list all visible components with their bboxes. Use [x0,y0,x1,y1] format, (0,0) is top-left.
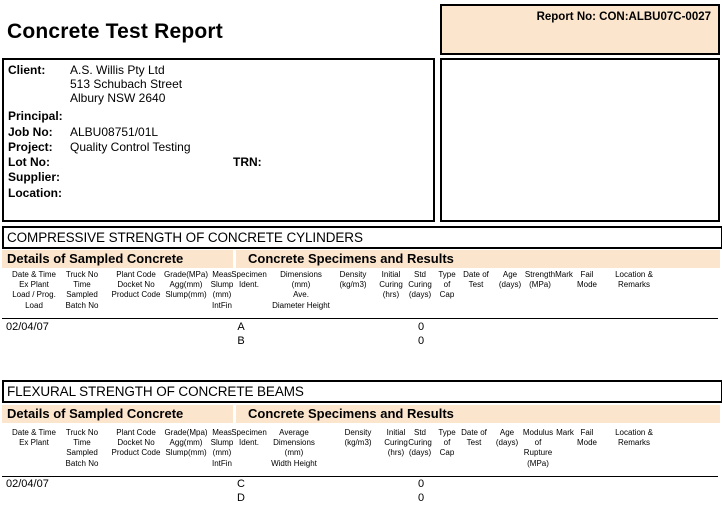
trn-label: TRN: [233,155,262,169]
col-header-specimen: Specimen Ident. [231,428,267,448]
cell-std-curing: 0 [417,492,425,504]
col-header-std-curing: Std Curing (days) [408,270,432,300]
col-header-plant-code: Plant Code Docket No Product Code [111,270,161,300]
cell-std-curing: 0 [417,321,425,333]
section-title-cylinders: COMPRESSIVE STRENGTH OF CONCRETE CYLINDE… [2,226,722,249]
col-header-meas-slump: Meas Slump (mm) IntFin [210,270,234,310]
beam-column-headers: Date & Time Ex Plant Truck No Time Sampl… [0,428,722,476]
col-header-date-time: Date & Time Ex Plant [11,428,56,448]
col-header-mark: Mark [555,270,573,279]
cell-date: 02/04/07 [6,478,49,490]
client-street: 513 Schubach Street [70,77,183,91]
col-header-age: Age (days) [498,270,522,290]
job-no-label: Job No: [8,125,53,139]
cell-specimen: D [237,492,245,504]
client-city: Albury NSW 2640 [70,91,166,105]
cell-specimen: B [237,335,245,347]
col-header-type-of-cap: Type of Cap [438,270,456,300]
col-header-density: Density (kg/m3) [339,270,367,290]
client-info-box [2,58,435,222]
cell-std-curing: 0 [417,335,425,347]
supplier-label: Supplier: [8,170,61,184]
col-header-type-of-cap: Type of Cap [438,428,456,458]
col-header-truck-no: Truck No Time Sampled Batch No [65,428,99,468]
col-header-location: Location & Remarks [615,428,653,448]
col-header-date-of-test: Date of Test [463,270,489,290]
cyl-header-rule [2,318,718,319]
job-no-value: ALBU08751/01L [70,125,159,139]
cyl-results-header: Concrete Specimens and Results [236,250,720,268]
beam-details-header: Details of Sampled Concrete [2,405,233,423]
cell-date: 02/04/07 [6,321,49,333]
location-label: Location: [8,186,62,200]
col-header-modulus: Modulus of Rupture (MPa) [522,428,554,468]
col-header-density: Density (kg/m3) [344,428,372,448]
cell-specimen: C [237,478,245,490]
client-label: Client: [8,63,46,77]
col-header-mark: Mark [556,428,574,437]
col-header-age: Age (days) [495,428,519,448]
cell-std-curing: 0 [417,478,425,490]
col-header-avg-dimensions: Average Dimensions (mm) Width Height [271,428,317,468]
cell-specimen: A [237,321,245,333]
cyl-column-headers: Date & Time Ex Plant Load / Prog. Load T… [0,270,722,318]
col-header-location: Location & Remarks [615,270,653,290]
col-header-grade: Grade(MPa) Agg(mm) Slump(mm) [163,270,208,300]
project-value: Quality Control Testing [70,140,191,154]
col-header-truck-no: Truck No Time Sampled Batch No [65,270,99,310]
col-header-fail-mode: Fail Mode [576,428,597,448]
beam-header-rule [2,476,718,477]
col-header-initial-curing: Initial Curing (hrs) [379,270,403,300]
principal-label: Principal: [8,109,63,123]
page-title: Concrete Test Report [7,20,223,43]
cyl-details-header: Details of Sampled Concrete [2,250,233,268]
col-header-specimen: Specimen Ident. [231,270,267,290]
col-header-meas-slump: Meas Slump (mm) IntFin [210,428,234,468]
col-header-date-time: Date & Time Ex Plant Load / Prog. Load [11,270,56,310]
col-header-dimensions: Dimensions (mm) Ave. Diameter Height [272,270,330,310]
col-header-strength: Strength (MPa) [524,270,556,290]
project-label: Project: [8,140,53,154]
col-header-date-of-test: Date of Test [461,428,487,448]
col-header-initial-curing: Initial Curing (hrs) [384,428,408,458]
beam-results-header: Concrete Specimens and Results [236,405,720,423]
lot-no-label: Lot No: [8,155,50,169]
section-title-beams: FLEXURAL STRENGTH OF CONCRETE BEAMS [2,380,722,403]
report-no-box: Report No: CON:ALBU07C-0027 [440,4,720,55]
col-header-grade: Grade(Mpa) Agg(mm) Slump(mm) [164,428,208,458]
empty-info-box [440,58,720,222]
col-header-fail-mode: Fail Mode [576,270,597,290]
col-header-plant-code: Plant Code Docket No Product Code [111,428,161,458]
col-header-std-curing: Std Curing (days) [408,428,432,458]
report-no: Report No: CON:ALBU07C-0027 [536,11,711,23]
client-name: A.S. Willis Pty Ltd [70,63,165,77]
